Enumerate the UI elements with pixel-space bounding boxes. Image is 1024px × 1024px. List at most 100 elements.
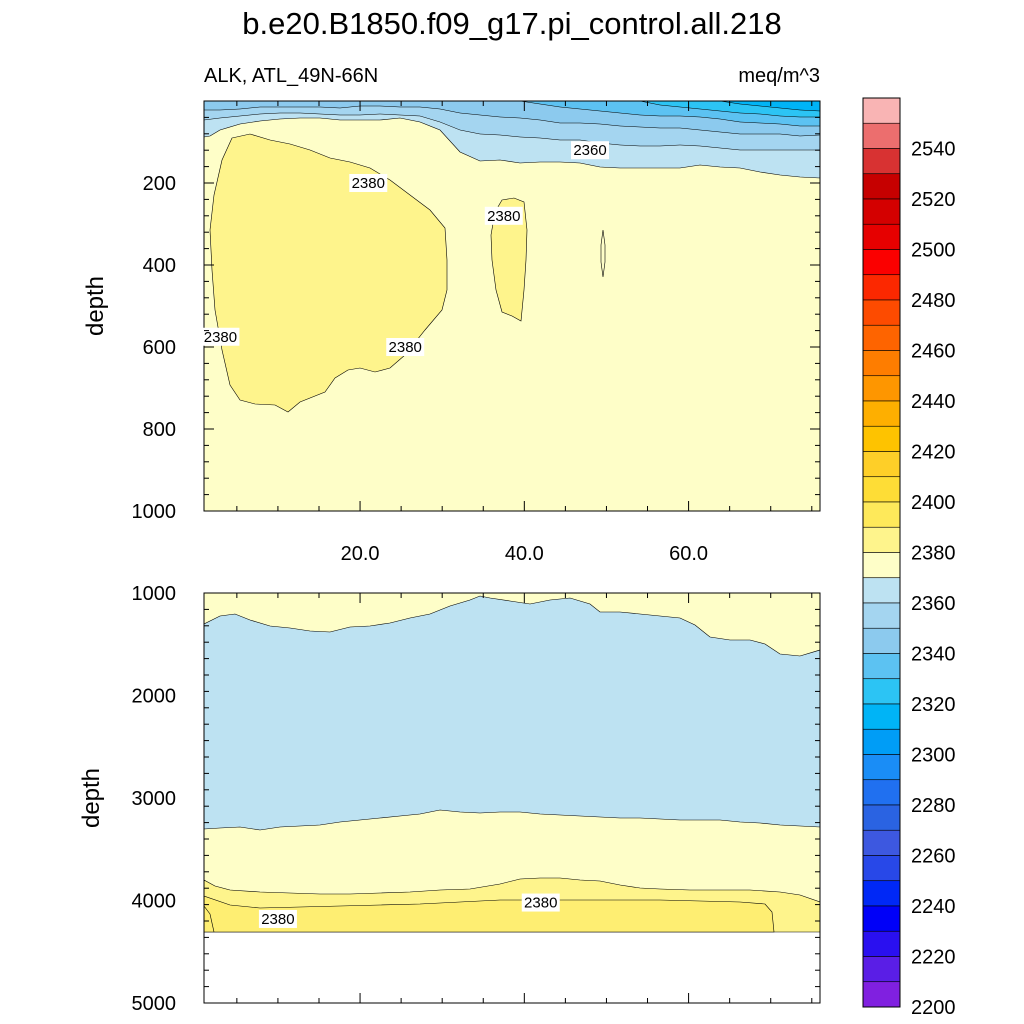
colorbar-label: 2200 [911, 997, 956, 1019]
colorbar-label: 2460 [911, 341, 956, 363]
y-tick-label: 3000 [132, 788, 177, 810]
colorbar-box [862, 602, 901, 629]
colorbar-box [862, 299, 901, 326]
colorbar-box [862, 855, 901, 882]
y-tick-label: 2000 [132, 686, 177, 708]
contour-label-bg [484, 206, 523, 225]
colorbar-box [862, 627, 901, 654]
upper-band-2310 [719, 101, 820, 112]
lower-edge-contour [204, 905, 215, 933]
colorbar [862, 97, 901, 1008]
lower-frame [203, 592, 821, 1004]
colorbar-box [862, 829, 901, 856]
y-tick-label: 1000 [132, 583, 177, 605]
colorbar-box [862, 223, 901, 250]
contour-label-bg [521, 893, 560, 912]
colorbar-box [862, 703, 901, 730]
upper-panel: 2380 2360 2380 2380 2380 200 400 600 800 1000 20… [82, 100, 821, 565]
y-tick-label: 5000 [132, 993, 177, 1015]
colorbar-box [862, 425, 901, 452]
colorbar-label: 2240 [911, 896, 956, 918]
lower-y-axis-label: depth [78, 768, 105, 828]
colorbar-box [862, 552, 901, 579]
x-tick-label: 20.0 [341, 543, 380, 565]
colorbar-labels: 2540 2520 2500 2480 2460 2440 2420 2400 2380 2360… [911, 139, 956, 1020]
colorbar-label: 2360 [911, 593, 956, 615]
upper-y-axis-label: depth [82, 276, 109, 336]
colorbar-box [862, 981, 901, 1008]
colorbar-box [862, 476, 901, 503]
y-tick-label: 600 [143, 337, 176, 359]
colorbar-box [862, 880, 901, 907]
colorbar-box [862, 97, 901, 124]
colorbar-box [862, 804, 901, 831]
upper-x-axis: 20.0 40.0 60.0 [236, 101, 813, 565]
contour-label-bg [201, 327, 240, 346]
contour-label-bg [349, 174, 388, 192]
colorbar-label: 2420 [911, 442, 956, 464]
colorbar-box [862, 754, 901, 781]
chart-title: b.e20.B1850.f09_g17.pi_control.all.218 [242, 6, 782, 41]
colorbar-box [862, 451, 901, 478]
y-tick-label: 4000 [132, 891, 177, 913]
colorbar-box [862, 249, 901, 276]
colorbar-box [862, 956, 901, 983]
y-tick-label: 1000 [132, 501, 177, 523]
contour-label: 2380 [484, 206, 523, 225]
contour-label: 2380 [258, 909, 297, 928]
colorbar-box [862, 400, 901, 427]
lower-y-axis: 1000 2000 3000 4000 5000 [132, 583, 820, 1015]
colorbar-label: 2400 [911, 492, 956, 514]
contour-label-bg [571, 141, 610, 160]
colorbar-label: 2440 [911, 391, 956, 413]
colorbar-label: 2220 [911, 947, 956, 969]
y-tick-label: 200 [143, 173, 176, 195]
contour-label: 2380 [349, 174, 388, 192]
contour-label-bg [386, 338, 425, 356]
upper-contour-fills [204, 101, 820, 511]
x-tick-label: 40.0 [505, 543, 544, 565]
colorbar-label: 2260 [911, 846, 956, 868]
colorbar-box [862, 274, 901, 301]
colorbar-box [862, 930, 901, 957]
y-tick-label: 400 [143, 255, 176, 277]
lower-no-data-fill [204, 932, 820, 1003]
contour-label-text: 2380 [261, 911, 294, 928]
colorbar-label: 2540 [911, 139, 956, 161]
upper-lens-2380 [490, 197, 528, 322]
colorbar-box [862, 577, 901, 604]
colorbar-box [862, 324, 901, 351]
colorbar-box [862, 350, 901, 377]
colorbar-box [862, 501, 901, 528]
colorbar-box [862, 678, 901, 705]
colorbar-label: 2280 [911, 795, 956, 817]
lower-x-axis [236, 593, 813, 1003]
contour-label-text: 2380 [487, 208, 520, 225]
colorbar-box [862, 198, 901, 225]
contour-label-text: 2380 [352, 175, 385, 192]
colorbar-box [862, 526, 901, 553]
colorbar-label: 2480 [911, 290, 956, 312]
y-tick-label: 800 [143, 419, 176, 441]
contour-label: 2380 [521, 893, 560, 912]
colorbar-box [862, 728, 901, 755]
contour-label: 2380 [386, 338, 425, 356]
units-subtitle: meq/m^3 [738, 65, 820, 87]
colorbar-label: 2340 [911, 644, 956, 666]
lower-contour-fills [204, 593, 820, 1003]
colorbar-label: 2380 [911, 543, 956, 565]
colorbar-label: 2320 [911, 694, 956, 716]
left-subtitle: ALK, ATL_49N-66N [204, 65, 378, 87]
contour-label-text: 2380 [524, 895, 557, 912]
colorbar-frame [862, 97, 901, 1008]
contour-label-text: 2380 [389, 339, 422, 356]
lower-band-2360 [204, 595, 820, 831]
contour-label: 2380 [201, 327, 240, 346]
upper-y-axis: 200 400 600 800 1000 [132, 100, 820, 523]
colorbar-box [862, 375, 901, 402]
colorbar-box [862, 173, 901, 200]
colorbar-box [862, 148, 901, 175]
colorbar-box [862, 122, 901, 149]
upper-small-contour [600, 229, 606, 278]
